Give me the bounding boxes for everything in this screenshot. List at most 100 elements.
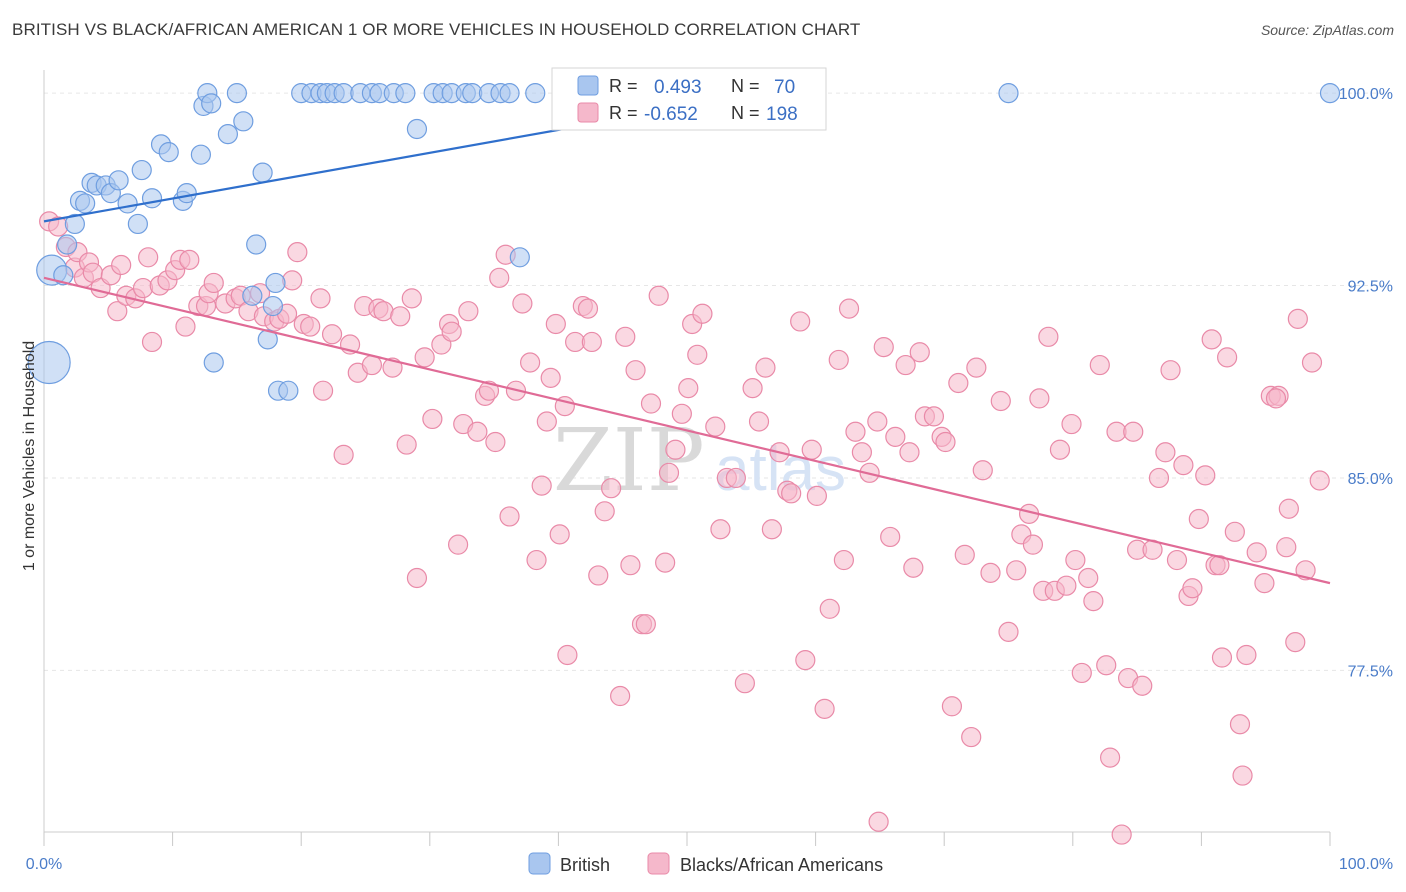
data-point [1166, 549, 1188, 571]
data-point [1065, 549, 1086, 571]
y-tick-label: 77.5% [1348, 663, 1393, 680]
data-point [961, 726, 982, 748]
data-point [819, 598, 840, 619]
data-point [57, 234, 78, 255]
data-point [625, 360, 646, 381]
bottom-legend: British Blacks/African Americans [528, 852, 883, 875]
stats-n-black: 198 [766, 104, 798, 125]
data-point [966, 357, 987, 378]
y-tick-label: 85.0% [1348, 471, 1393, 488]
data-point [1188, 508, 1209, 530]
data-point [851, 442, 872, 463]
data-point [1319, 82, 1341, 104]
data-point [321, 324, 343, 345]
data-point [138, 247, 159, 268]
data-point [615, 326, 636, 347]
data-point [520, 352, 541, 373]
data-point [1217, 347, 1238, 368]
data-point [635, 614, 656, 635]
data-point [395, 82, 416, 104]
data-point [414, 347, 435, 368]
data-point [406, 118, 428, 140]
data-point [252, 162, 273, 183]
trend-line-black [43, 276, 1331, 585]
data-point [545, 313, 566, 335]
data-point [725, 467, 746, 489]
data-point [1038, 326, 1059, 347]
data-point [1160, 360, 1181, 381]
data-point [1287, 308, 1308, 329]
data-point [287, 242, 308, 263]
data-point [610, 685, 631, 707]
data-point [512, 293, 533, 314]
data-point [1155, 442, 1176, 463]
data-point [278, 380, 299, 401]
stats-n-british: 70 [774, 77, 795, 98]
data-point [117, 193, 138, 214]
data-point [755, 357, 776, 378]
data-point [458, 301, 479, 322]
data-point [531, 475, 552, 496]
data-point [509, 247, 530, 268]
data-point [873, 336, 894, 358]
data-point [620, 555, 641, 576]
data-point [710, 519, 731, 540]
data-point [665, 439, 686, 460]
data-point [845, 421, 866, 442]
data-point [923, 406, 945, 427]
data-point [1083, 590, 1104, 612]
data-point [1246, 542, 1267, 563]
data-point [467, 421, 488, 442]
data-point [499, 506, 520, 527]
data-point [64, 213, 85, 235]
data-point [948, 372, 969, 394]
data-point [868, 811, 889, 832]
data-point [895, 354, 916, 376]
data-point [1254, 573, 1275, 594]
chart-title: BRITISH VS BLACK/AFRICAN AMERICAN 1 OR M… [12, 20, 861, 39]
series-british [27, 82, 1341, 401]
data-point [1123, 421, 1144, 442]
legend-label-black: Blacks/African Americans [680, 855, 883, 875]
data-point [1195, 465, 1216, 486]
legend-swatch-british [528, 852, 551, 875]
data-point [1061, 413, 1082, 435]
legend-swatch-black [647, 852, 670, 875]
data-point [972, 460, 993, 481]
data-point [1229, 714, 1251, 735]
data-point [909, 342, 930, 363]
data-point [1201, 329, 1222, 350]
data-point [935, 431, 956, 453]
data-point [141, 331, 163, 353]
watermark-zip: ZIP [553, 411, 705, 511]
data-point [903, 557, 924, 578]
data-point [1071, 662, 1092, 684]
data-point [333, 444, 354, 465]
data-point [406, 567, 428, 589]
data-point [1224, 521, 1245, 542]
data-point [1089, 354, 1110, 376]
data-point [705, 416, 726, 437]
data-point [131, 159, 152, 181]
data-point [998, 82, 1019, 104]
data-point [980, 562, 1001, 583]
data-point [678, 378, 699, 399]
data-point [312, 380, 334, 401]
stats-n-label-british: N = [731, 76, 760, 96]
data-point [27, 340, 71, 385]
data-point [833, 549, 854, 571]
data-point [1236, 644, 1257, 666]
data-point [954, 544, 975, 566]
data-point [687, 344, 708, 365]
data-point [658, 462, 680, 483]
data-point [141, 188, 163, 209]
data-point [838, 298, 860, 319]
data-point [801, 439, 822, 460]
data-point [242, 285, 263, 306]
data-point [53, 265, 74, 286]
data-point [478, 380, 500, 401]
data-point [1309, 470, 1330, 491]
data-point [899, 442, 920, 463]
data-point [390, 306, 411, 327]
data-point [310, 288, 331, 309]
